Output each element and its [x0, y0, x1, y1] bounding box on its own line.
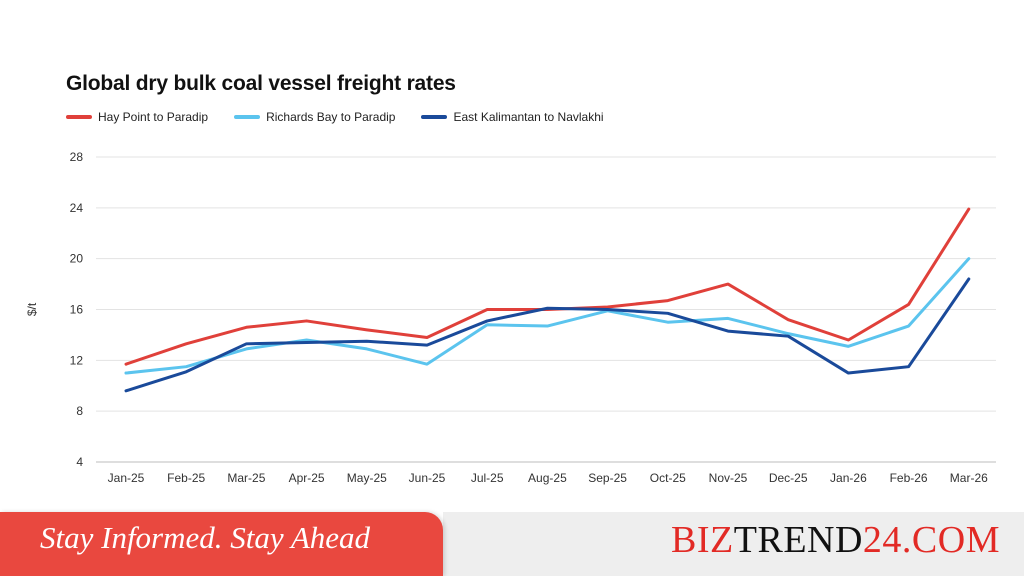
x-tick-label: Aug-25 — [528, 471, 567, 485]
x-tick-label: Sep-25 — [588, 471, 627, 485]
x-tick-label: May-25 — [347, 471, 387, 485]
x-tick-label: Oct-25 — [650, 471, 686, 485]
brand-logo[interactable]: BIZTREND24.COM — [671, 518, 1000, 562]
x-tick-label: Apr-25 — [289, 471, 325, 485]
footer-brand-bar — [443, 512, 1024, 576]
axis-labels: 4 8 12 16 20 24 28 Jan-25 Feb-25 Mar-25 Apr-25 May-… — [25, 150, 988, 485]
x-tick-label: Mar-26 — [950, 471, 988, 485]
legend-swatch-richards-bay — [234, 115, 261, 119]
x-tick-label: Mar-25 — [227, 471, 265, 485]
legend-item-hay-point: Hay Point to Paradip — [66, 110, 208, 124]
y-tick-label: 20 — [70, 252, 84, 266]
legend-item-east-kalimantan: East Kalimantan to Navlakhi — [421, 110, 604, 124]
legend-label-east-kalimantan: East Kalimantan to Navlakhi — [453, 110, 604, 124]
x-tick-label: Feb-25 — [167, 471, 205, 485]
legend-label-richards-bay: Richards Bay to Paradip — [266, 110, 396, 124]
legend-swatch-east-kalimantan — [421, 115, 448, 119]
legend-item-richards-bay: Richards Bay to Paradip — [234, 110, 395, 124]
footer-tagline: Stay Informed. Stay Ahead — [40, 520, 371, 555]
series-lines — [124, 207, 971, 393]
chart-title: Global dry bulk coal vessel freight rate… — [66, 72, 456, 95]
series-line-richards-bay — [124, 257, 971, 375]
brand-logo-part1: BIZ — [671, 519, 734, 561]
legend-swatch-hay-point — [66, 115, 92, 119]
x-tick-label: Nov-25 — [709, 471, 748, 485]
x-tick-label: Jan-26 — [830, 471, 867, 485]
y-tick-label: 24 — [70, 201, 84, 215]
y-tick-label: 8 — [76, 404, 83, 418]
y-tick-label: 16 — [70, 303, 84, 317]
series-line-hay-point — [124, 207, 971, 366]
chart-legend: Hay Point to Paradip Richards Bay to Par… — [66, 110, 604, 124]
y-axis-label: $/t — [25, 302, 39, 316]
y-tick-label: 28 — [70, 150, 84, 164]
footer-tagline-bar — [0, 512, 443, 576]
brand-logo-part3: 24.COM — [862, 519, 1000, 561]
legend-label-hay-point: Hay Point to Paradip — [98, 110, 209, 124]
x-tick-label: Jul-25 — [471, 471, 504, 485]
x-tick-label: Jan-25 — [108, 471, 145, 485]
y-tick-label: 4 — [76, 455, 83, 469]
line-chart: 4 8 12 16 20 24 28 Jan-25 Feb-25 Mar-25 Apr-25 May-… — [25, 150, 996, 485]
series-line-east-kalimantan — [124, 277, 971, 393]
x-tick-label: Jun-25 — [409, 471, 446, 485]
y-tick-label: 12 — [70, 353, 84, 367]
brand-logo-part2: TREND — [733, 519, 863, 561]
x-tick-label: Dec-25 — [769, 471, 808, 485]
x-tick-label: Feb-26 — [890, 471, 928, 485]
